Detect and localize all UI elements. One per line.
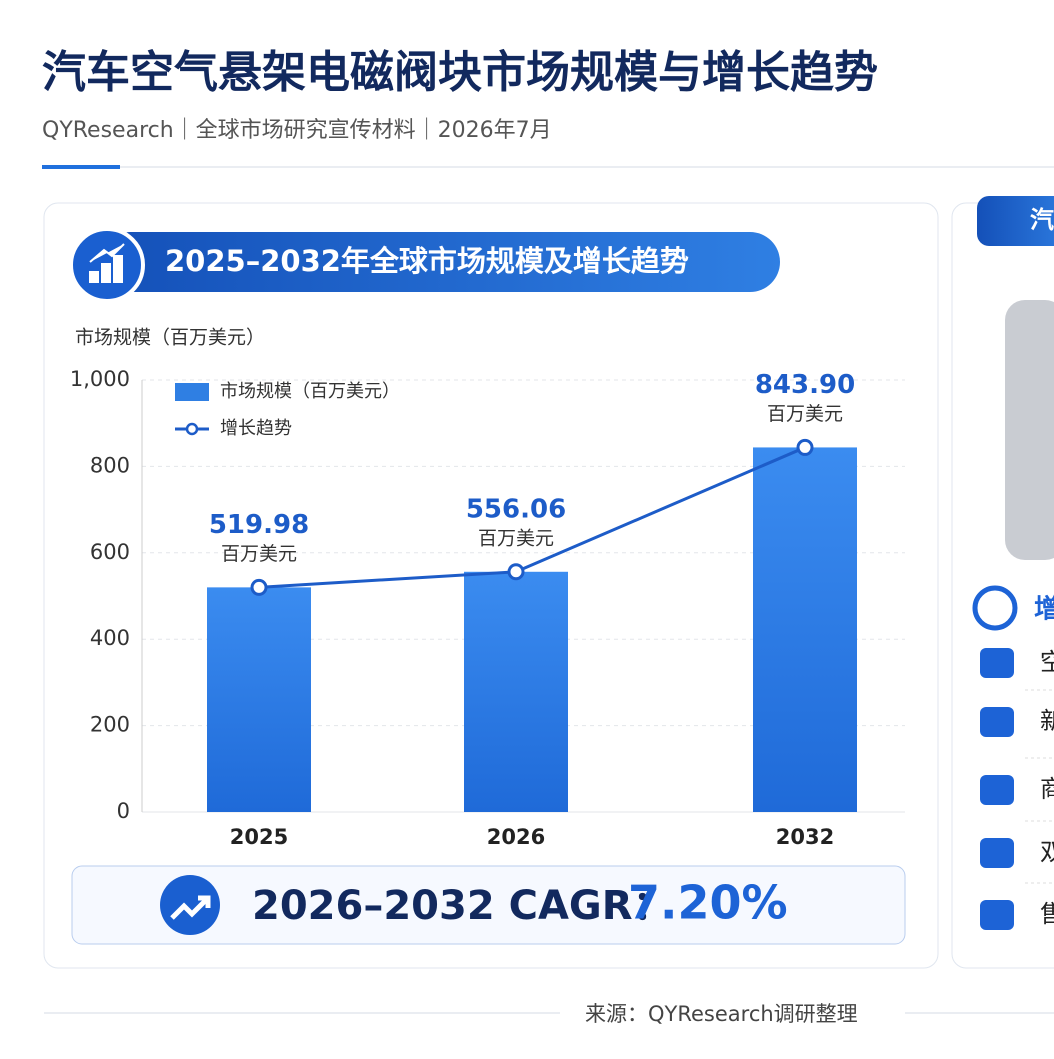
y-tick-label: 200: [90, 713, 130, 737]
subtitle: QYResearch｜全球市场研究宣传材料｜2026年7月: [42, 118, 552, 143]
value-label: 519.98: [209, 510, 309, 540]
item-icon: [980, 900, 1014, 930]
y-tick-label: 800: [90, 453, 130, 477]
legend-swatch: [175, 383, 209, 401]
item-text: 商: [1040, 775, 1054, 803]
product-image: [1005, 300, 1054, 560]
legend-label: 市场规模（百万美元）: [220, 381, 400, 402]
cagr-value: 7.20%: [628, 876, 788, 930]
legend-swatch: [185, 422, 199, 436]
section-title: 增: [1034, 594, 1054, 625]
y-tick-label: 0: [117, 799, 130, 823]
item-icon: [980, 775, 1014, 805]
trend-point: [796, 438, 814, 456]
panel-title: 2025–2032年全球市场规模及增长趋势: [165, 244, 689, 278]
legend-label: 增长趋势: [220, 418, 292, 439]
y-tick-label: 600: [90, 540, 130, 564]
icon-arrow: [170, 895, 211, 920]
plot: 0 200 400 600 800 1,000 2025 2026 2032 519.98 百万美元…: [70, 367, 905, 849]
item-icon: [980, 648, 1014, 678]
cagr-label: 2026–2032 CAGR：: [252, 883, 673, 929]
cagr-icon: [160, 875, 220, 935]
x-tick-label: 2032: [776, 825, 834, 849]
y-tick-label: 1,000: [70, 367, 130, 391]
icon-bars: [89, 243, 125, 283]
panel-pill: [100, 232, 780, 292]
title: 汽车空气悬架电磁阀块市场规模与增长趋势: [42, 47, 878, 98]
cagr-box: [71, 865, 906, 945]
bar: [464, 571, 568, 812]
item-text: 空: [1040, 648, 1054, 676]
x-tick-label: 2025: [230, 825, 288, 849]
item-text: 双: [1040, 838, 1054, 866]
y-axis-label: 市场规模（百万美元）: [75, 327, 265, 349]
source: 来源：QYResearch调研整理: [585, 1002, 858, 1026]
section-icon: [972, 585, 1018, 631]
bar: [207, 587, 311, 812]
side-pill: [977, 196, 1054, 246]
value-label: 843.90: [755, 370, 855, 400]
bar: [753, 447, 857, 812]
side-title: 汽: [1030, 206, 1054, 234]
value-label: 556.06: [466, 494, 566, 524]
item-icon: [980, 838, 1014, 868]
trend-point: [250, 578, 268, 596]
item-text: 售: [1040, 900, 1054, 928]
value-unit: 百万美元: [478, 527, 554, 549]
item-icon: [980, 707, 1014, 737]
item-text: 新: [1040, 707, 1054, 735]
value-unit: 百万美元: [221, 543, 297, 565]
trend-point: [507, 563, 525, 581]
x-tick-label: 2026: [487, 825, 545, 849]
value-unit: 百万美元: [767, 403, 843, 425]
y-tick-label: 400: [90, 626, 130, 650]
